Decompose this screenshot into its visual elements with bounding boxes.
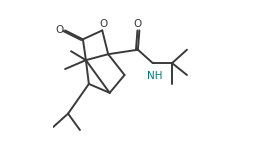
Text: NH: NH	[146, 71, 161, 81]
Text: O: O	[55, 25, 63, 35]
Text: O: O	[133, 19, 141, 29]
Text: O: O	[99, 19, 107, 29]
